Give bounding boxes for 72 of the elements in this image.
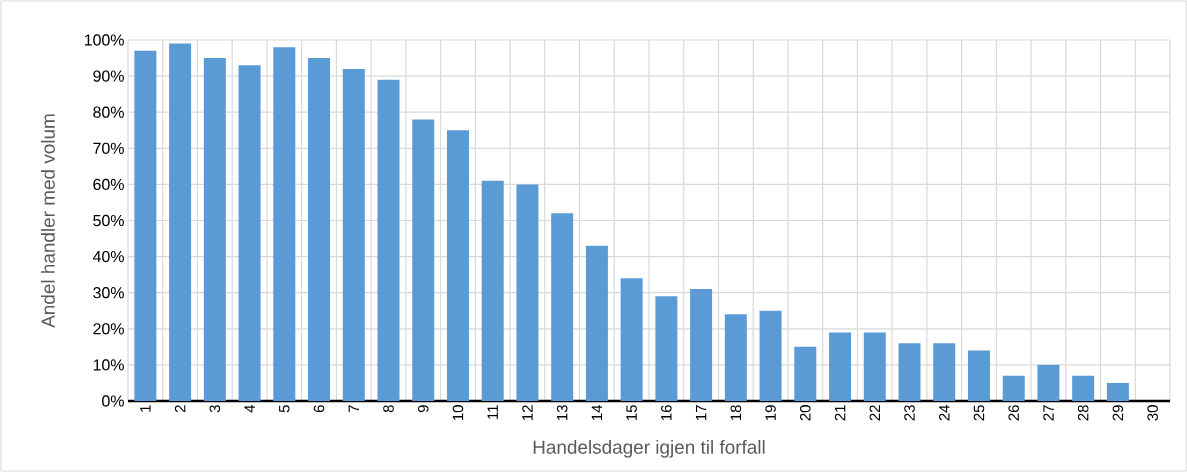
bar bbox=[585, 245, 608, 401]
x-tick-label: 15 bbox=[626, 405, 637, 420]
y-tick-label: 100% bbox=[84, 34, 124, 46]
bar bbox=[446, 130, 469, 401]
x-tick-label: 23 bbox=[904, 405, 915, 421]
bar bbox=[238, 65, 261, 401]
bar bbox=[1002, 375, 1025, 401]
x-axis-title: Handelsdager igjen til forfall bbox=[533, 439, 765, 458]
bar bbox=[620, 278, 643, 401]
bar bbox=[724, 314, 747, 401]
bar bbox=[134, 50, 157, 401]
x-tick-label: 18 bbox=[730, 405, 742, 420]
y-tick-label: 40% bbox=[92, 250, 124, 263]
bar bbox=[759, 310, 782, 401]
bar bbox=[481, 180, 504, 401]
x-tick-label: 19 bbox=[765, 405, 776, 420]
x-tick-label: 24 bbox=[939, 404, 950, 421]
x-tick-label: 7 bbox=[348, 405, 359, 413]
y-axis-title: Andel handler med volum bbox=[40, 114, 55, 328]
bar bbox=[1037, 364, 1060, 401]
x-tick-label: 26 bbox=[1008, 405, 1019, 421]
x-tick-label: 14 bbox=[591, 404, 603, 420]
bar bbox=[273, 47, 296, 401]
x-tick-label: 20 bbox=[800, 405, 811, 421]
x-tick-label: 30 bbox=[1147, 405, 1158, 421]
x-tick-label: 9 bbox=[417, 405, 429, 413]
x-tick-label: 3 bbox=[209, 405, 221, 413]
x-tick-label: 13 bbox=[556, 405, 568, 420]
bar bbox=[551, 213, 574, 401]
y-tick-label: 70% bbox=[93, 142, 124, 154]
y-tick-label: 30% bbox=[93, 287, 124, 299]
bar bbox=[933, 343, 956, 401]
x-tick-label: 25 bbox=[973, 405, 985, 421]
bar bbox=[203, 58, 226, 401]
bar bbox=[794, 346, 817, 401]
x-tick-label: 6 bbox=[313, 405, 325, 413]
y-tick-label: 10% bbox=[93, 359, 124, 371]
x-tick-label: 29 bbox=[1112, 405, 1124, 421]
bar bbox=[898, 343, 921, 401]
bar bbox=[412, 119, 435, 401]
bar bbox=[516, 184, 539, 401]
bar bbox=[1072, 375, 1095, 401]
bar bbox=[863, 332, 886, 401]
bar bbox=[169, 43, 192, 401]
bar bbox=[377, 79, 400, 401]
y-tick-label: 80% bbox=[93, 106, 124, 118]
bar bbox=[829, 332, 852, 401]
x-tick-label: 2 bbox=[174, 405, 186, 413]
bar bbox=[308, 58, 331, 401]
bar bbox=[342, 68, 365, 401]
bar bbox=[1106, 382, 1129, 401]
y-tick-label: 50% bbox=[93, 214, 124, 227]
y-tick-label: 20% bbox=[93, 323, 124, 335]
x-tick-label: 12 bbox=[522, 405, 533, 420]
x-tick-label: 4 bbox=[244, 404, 255, 413]
x-tick-label: 22 bbox=[869, 405, 880, 421]
y-tick-label: 60% bbox=[93, 178, 124, 191]
y-tick-label: 90% bbox=[93, 70, 124, 82]
x-tick-label: 5 bbox=[279, 405, 290, 413]
y-tick-label: 0% bbox=[102, 395, 124, 407]
bar bbox=[690, 289, 713, 401]
x-tick-label: 28 bbox=[1077, 405, 1089, 421]
x-tick-label: 16 bbox=[661, 405, 672, 420]
x-tick-label: 10 bbox=[452, 405, 464, 420]
x-tick-label: 1 bbox=[140, 405, 151, 412]
x-tick-label: 17 bbox=[695, 405, 707, 420]
bar bbox=[655, 296, 678, 401]
x-tick-label: 11 bbox=[487, 405, 498, 419]
x-tick-label: 21 bbox=[834, 405, 846, 421]
x-tick-label: 8 bbox=[383, 405, 394, 413]
x-tick-label: 27 bbox=[1043, 405, 1054, 421]
bar bbox=[967, 350, 990, 401]
